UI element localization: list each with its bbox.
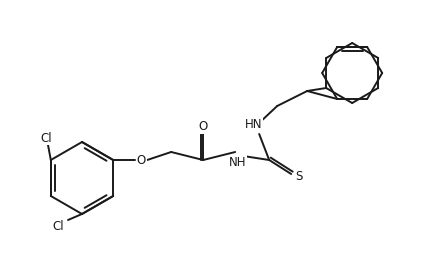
Text: HN: HN [244, 119, 262, 131]
Text: O: O [137, 153, 146, 166]
Text: S: S [296, 169, 303, 183]
Text: NH: NH [228, 156, 246, 168]
Text: Cl: Cl [40, 131, 52, 144]
Text: Cl: Cl [52, 220, 64, 233]
Text: O: O [198, 120, 208, 134]
